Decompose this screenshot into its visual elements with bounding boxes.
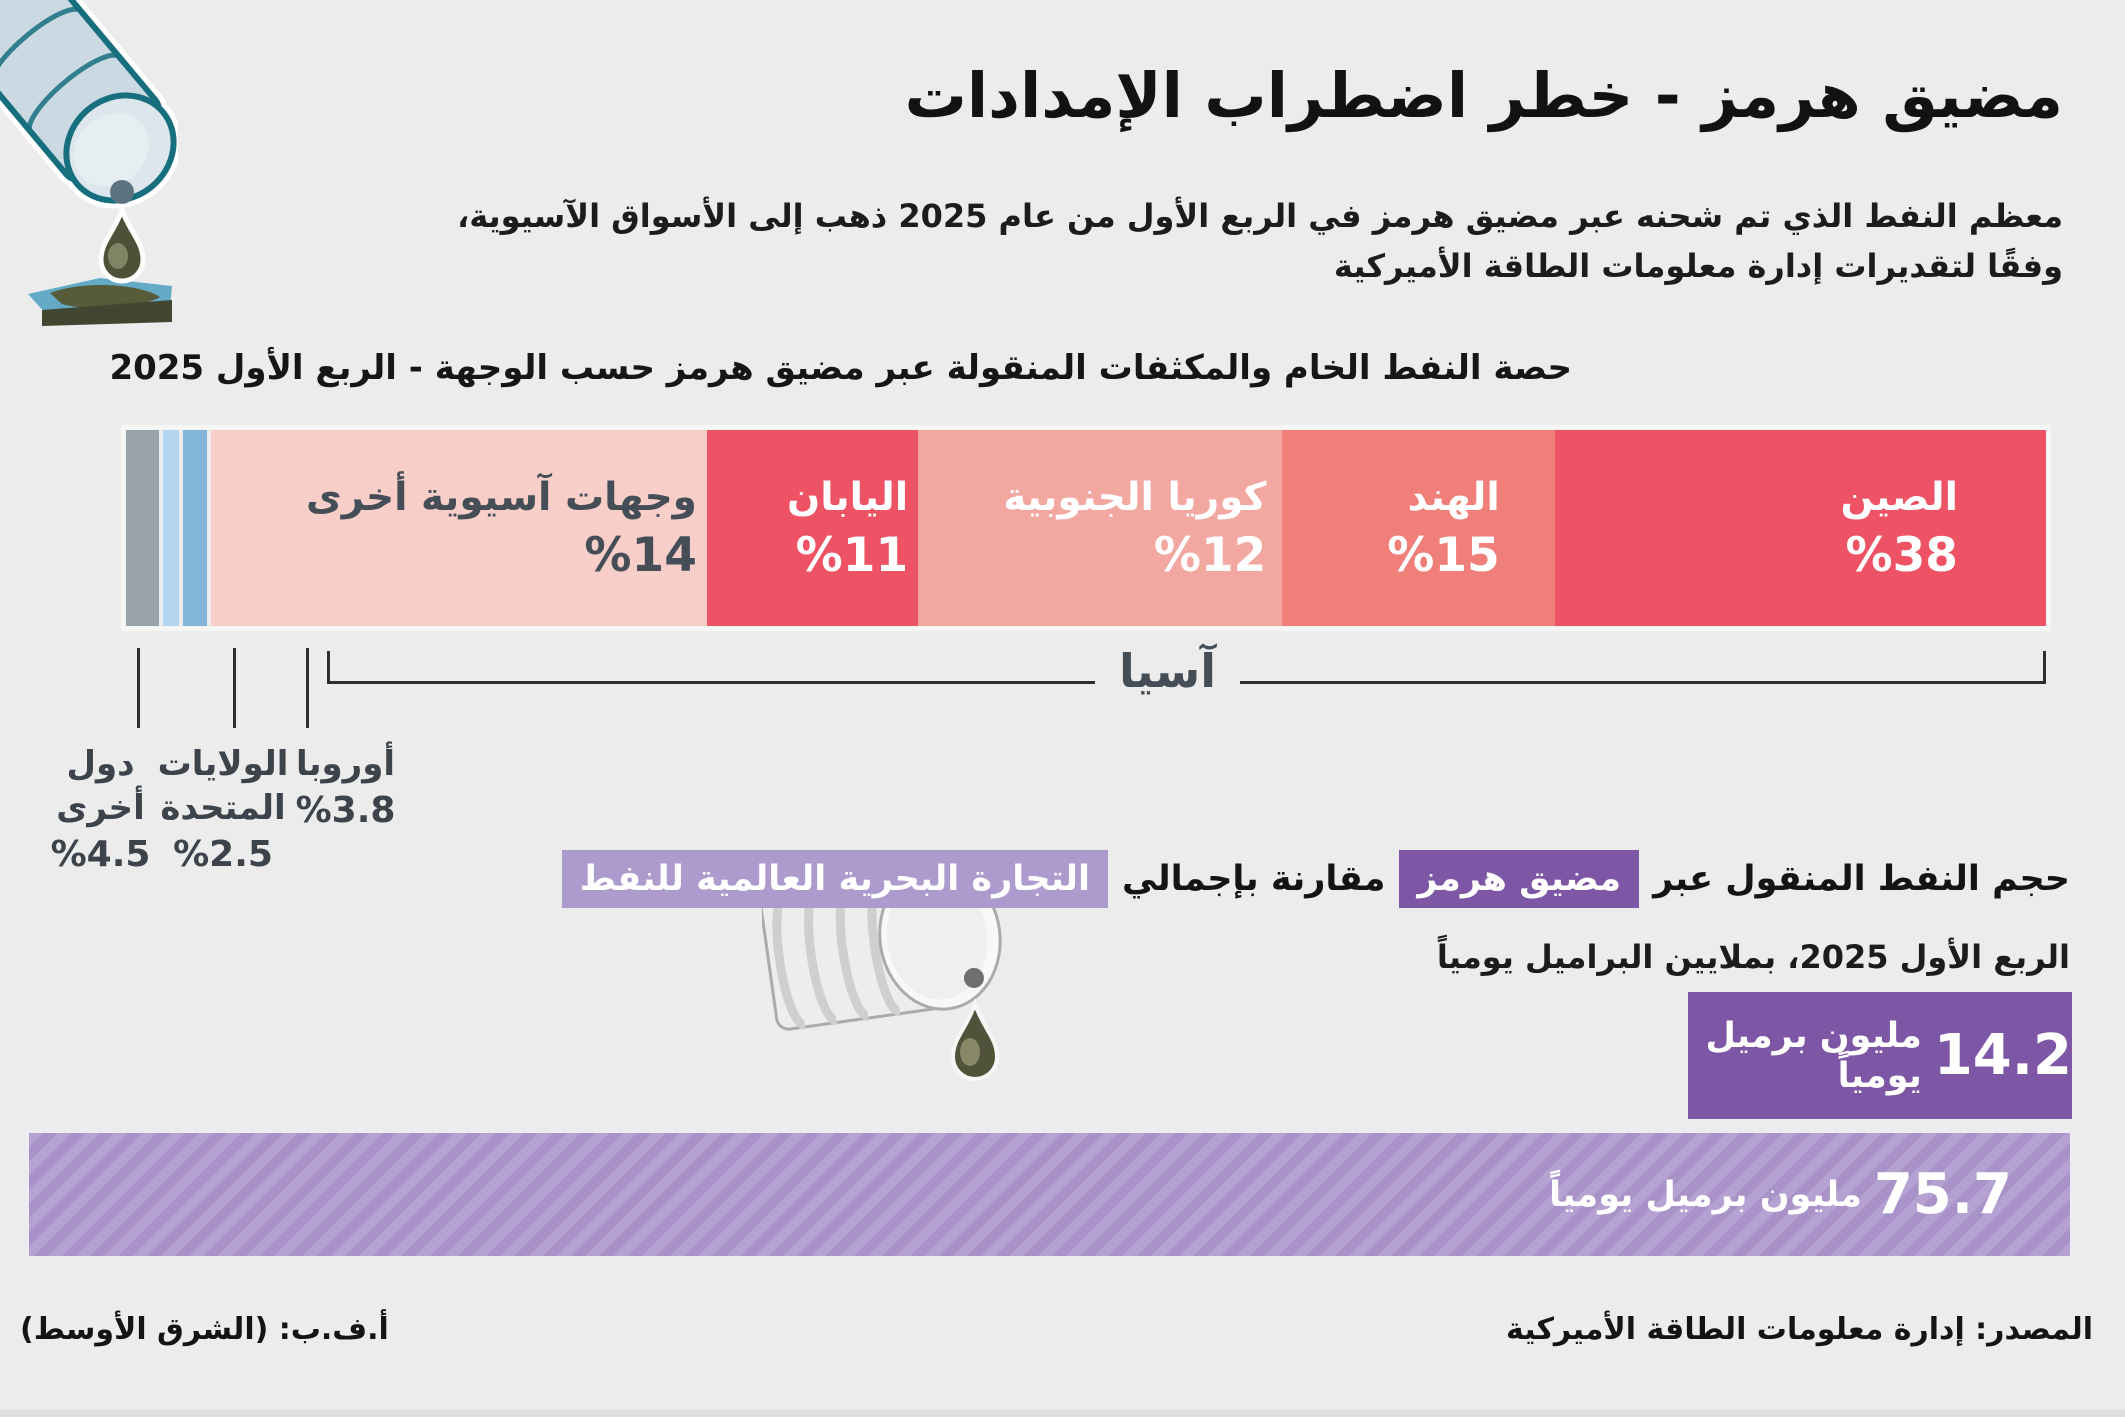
bottom-divider bbox=[0, 1410, 2125, 1417]
callout-percent: %2.5 bbox=[173, 834, 273, 876]
subtitle-line-2: وفقًا لتقديرات إدارة معلومات الطاقة الأم… bbox=[1333, 246, 2063, 285]
asia-group-label: آسيا bbox=[1118, 644, 1217, 698]
hormuz-highlight-tag: مضيق هرمز bbox=[1399, 850, 1640, 908]
segment-percent: %14 bbox=[584, 527, 697, 583]
comparison-heading: حجم النفط المنقول عبر مضيق هرمز مقارنة ب… bbox=[561, 850, 2070, 908]
asia-bracket-line-left bbox=[327, 681, 1095, 684]
segment-percent: %38 bbox=[1845, 527, 1959, 583]
callout-other-countries: دول أخرى %4.5 bbox=[28, 742, 173, 879]
segment-label: كوريا الجنوبية bbox=[1003, 475, 1267, 521]
segment-label: الهند bbox=[1407, 475, 1500, 521]
bar-segment-other-countries bbox=[126, 430, 160, 626]
oil-barrel-spill-icon bbox=[0, 0, 178, 326]
bar-segment-united-states bbox=[163, 430, 179, 626]
chart-title: حصة النفط الخام والمكثفات المنقولة عبر م… bbox=[109, 348, 1572, 388]
bar-segment-other-asian: وجهات آسيوية أخرى %14 bbox=[211, 430, 707, 626]
bar-segment-europe bbox=[182, 430, 207, 626]
callout-label: الولايات المتحدة bbox=[157, 744, 289, 829]
callout-percent: %3.8 bbox=[295, 790, 396, 832]
callout-label: أوروبا bbox=[295, 744, 396, 784]
callout-line-other-countries bbox=[137, 648, 140, 728]
source-credit: المصدر: إدارة معلومات الطاقة الأميركية bbox=[1506, 1312, 2093, 1347]
agency-credit: أ.ف.ب: (الشرق الأوسط) bbox=[20, 1312, 389, 1347]
page-subtitle: معظم النفط الذي تم شحنه عبر مضيق هرمز في… bbox=[457, 192, 2063, 291]
segment-percent: %11 bbox=[795, 527, 909, 583]
segment-label: اليابان bbox=[787, 475, 909, 521]
hormuz-volume-bar: 14.2 مليون برميل يومياً bbox=[1688, 992, 2072, 1119]
comparison-middle: مقارنة بإجمالي bbox=[1122, 859, 1386, 899]
segment-label: وجهات آسيوية أخرى bbox=[305, 475, 697, 521]
bar-segment-india: الهند %15 bbox=[1282, 430, 1555, 626]
bar-segment-japan: اليابان %11 bbox=[706, 430, 919, 626]
bar-segment-south-korea: كوريا الجنوبية %12 bbox=[918, 430, 1283, 626]
hormuz-volume-unit: مليون برميل يومياً bbox=[1705, 1015, 1922, 1096]
hormuz-volume-value: 14.2 bbox=[1933, 1023, 2072, 1088]
callout-united-states: الولايات المتحدة %2.5 bbox=[142, 742, 304, 879]
global-trade-volume-unit: مليون برميل يومياً bbox=[1549, 1174, 1862, 1215]
asia-bracket-line-right bbox=[1240, 681, 2046, 684]
comparison-intro: حجم النفط المنقول عبر bbox=[1653, 859, 2070, 899]
global-trade-volume-bar: 75.7 مليون برميل يومياً bbox=[27, 1131, 2072, 1258]
segment-label: الصين bbox=[1840, 475, 1958, 521]
callout-europe: أوروبا %3.8 bbox=[278, 742, 413, 835]
segment-percent: %15 bbox=[1387, 527, 1500, 583]
bar-segment-china: الصين %38 bbox=[1554, 430, 2046, 626]
asia-bracket-right-tick bbox=[2043, 651, 2046, 684]
stacked-destination-bar: وجهات آسيوية أخرى %14 اليابان %11 كوريا … bbox=[121, 425, 2051, 631]
subtitle-line-1: معظم النفط الذي تم شحنه عبر مضيق هرمز في… bbox=[457, 197, 2063, 235]
page-title: مضيق هرمز - خطر اضطراب الإمدادات bbox=[904, 59, 2063, 132]
callout-label: دول أخرى bbox=[56, 744, 145, 829]
segment-percent: %12 bbox=[1153, 527, 1267, 583]
callout-percent: %4.5 bbox=[50, 834, 151, 876]
callout-line-europe bbox=[306, 648, 309, 728]
asia-bracket-left-tick bbox=[327, 651, 330, 684]
comparison-subline: الربع الأول 2025، بملايين البراميل يوميا… bbox=[1436, 938, 2070, 976]
callout-line-united-states bbox=[233, 648, 236, 728]
global-trade-highlight-tag: التجارة البحرية العالمية للنفط bbox=[561, 850, 1109, 908]
global-trade-volume-value: 75.7 bbox=[1873, 1162, 2012, 1227]
